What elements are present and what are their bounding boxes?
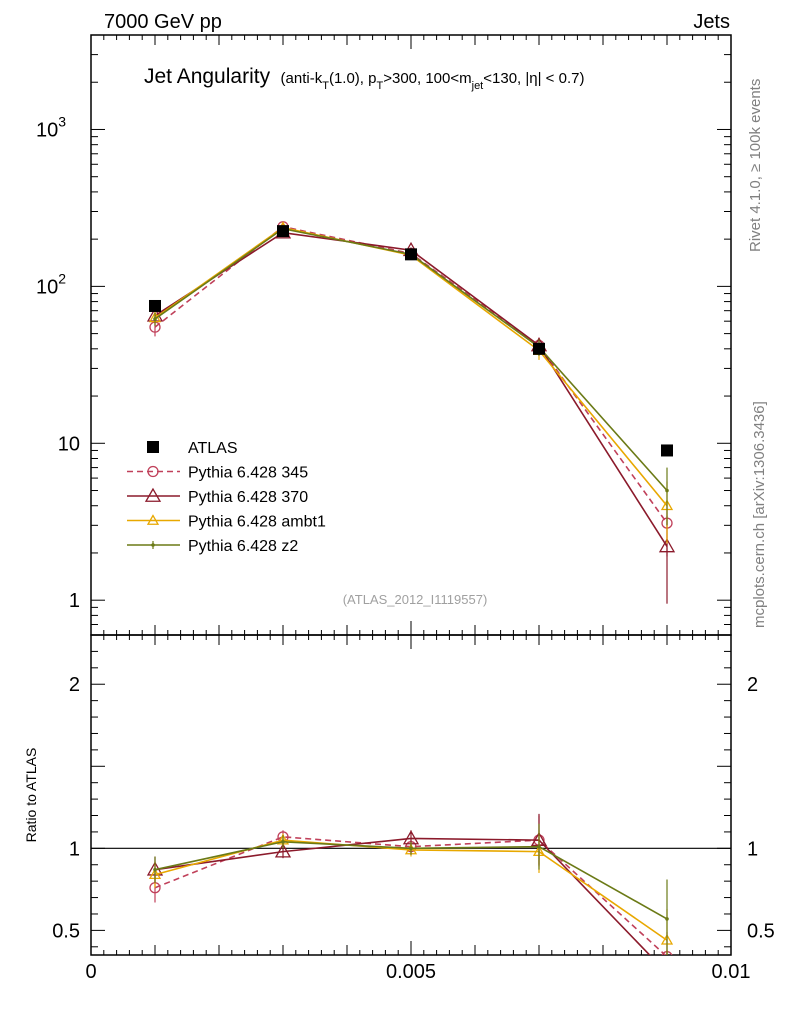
data-point <box>153 317 157 321</box>
ratio-tick-label-right: 0.5 <box>747 920 775 942</box>
legend-marker <box>147 441 159 453</box>
y-tick-label: 1 <box>69 590 80 612</box>
ratio-tick-label: 2 <box>69 674 80 696</box>
ratio-point <box>660 966 674 978</box>
ratio-point <box>274 843 292 858</box>
main-plot-frame <box>90 34 732 636</box>
legend-marker <box>146 514 160 525</box>
chart-title: Jet Angularity (anti-kT(1.0), pT>300, 10… <box>144 65 584 92</box>
header-left: 7000 GeV pp <box>104 11 222 33</box>
data-point <box>658 538 676 553</box>
ratio-tick-label-right: 1 <box>747 838 758 860</box>
legend-label: Pythia 6.428 345 <box>188 465 308 482</box>
axis-ticks <box>90 34 732 955</box>
x-tick-label: 0 <box>85 961 96 983</box>
main-series-group <box>146 221 676 604</box>
y-tick-label: 10 <box>58 433 80 455</box>
ratio-plot-frame <box>90 634 732 956</box>
ratio-point <box>665 917 669 921</box>
atlas-data-point <box>405 248 417 261</box>
legend-label: ATLAS <box>188 440 238 457</box>
legend-marker <box>151 543 155 547</box>
legend-label: Pythia 6.428 z2 <box>188 538 298 555</box>
legend-label: Pythia 6.428 370 <box>188 489 308 506</box>
source-reference-label: mcplots.cern.ch [arXiv:1306.3436] <box>751 401 768 628</box>
ratio-tick-label-right: 2 <box>747 674 758 696</box>
ratio-point <box>281 839 285 844</box>
y-tick-label: 102 <box>36 270 66 298</box>
ratio-tick-labels: 0.5 0.5 1 1 2 2 <box>52 674 775 942</box>
data-point <box>665 488 669 493</box>
ratio-axis-label: Ratio to ATLAS <box>23 748 39 843</box>
analysis-id-label: (ATLAS_2012_I1119557) <box>343 592 488 607</box>
x-tick-labels: 0 0.005 0.01 <box>85 961 750 983</box>
ratio-tick-label: 0.5 <box>52 920 80 942</box>
ratio-point <box>153 867 157 872</box>
header-right: Jets <box>693 11 730 33</box>
x-tick-label: 0.005 <box>386 961 436 983</box>
y-tick-labels: 1 10 102 103 <box>36 113 80 612</box>
ratio-line <box>154 836 667 955</box>
atlas-data-point <box>661 444 673 457</box>
atlas-data-point <box>149 299 161 312</box>
atlas-data-point <box>277 225 289 238</box>
legend: ATLAS Pythia 6.428 345 Pythia 6.428 370 Pyt… <box>127 440 326 555</box>
y-tick-label: 103 <box>36 113 66 141</box>
rivet-version-label: Rivet 4.1.0, ≥ 100k events <box>747 79 764 252</box>
ratio-point <box>537 844 541 849</box>
legend-marker <box>147 465 159 478</box>
x-tick-label: 0.01 <box>712 961 751 983</box>
ratio-tick-label: 1 <box>69 838 80 860</box>
atlas-data-point <box>533 342 545 355</box>
ratio-series-group <box>146 813 674 978</box>
legend-marker <box>144 487 162 502</box>
legend-label: Pythia 6.428 ambt1 <box>188 514 326 531</box>
ratio-point <box>409 846 413 851</box>
